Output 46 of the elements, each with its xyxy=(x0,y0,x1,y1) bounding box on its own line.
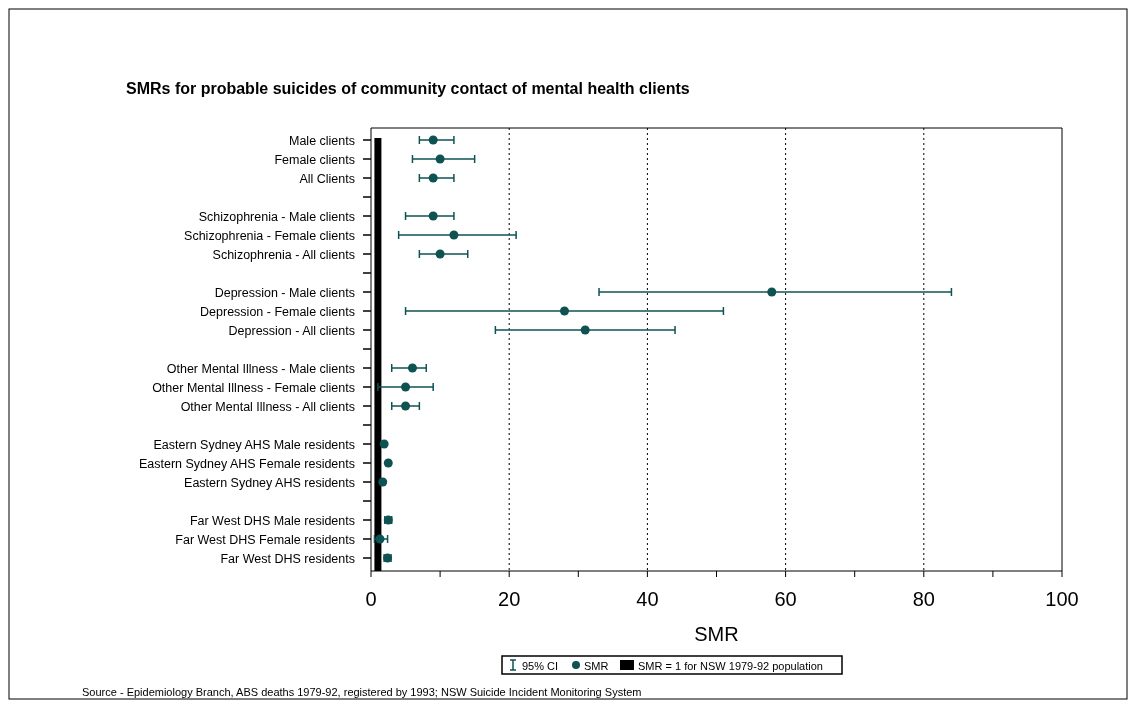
legend-label: SMR = 1 for NSW 1979-92 population xyxy=(638,659,823,672)
y-tick-label: Female clients xyxy=(274,152,355,167)
y-tick-label: Depression - All clients xyxy=(228,323,355,338)
y-tick-label: All Clients xyxy=(299,171,355,186)
y-tick-label: Far West DHS Male residents xyxy=(189,513,355,528)
legend-label: SMR xyxy=(584,659,609,672)
x-tick-label: 80 xyxy=(912,588,935,610)
point xyxy=(383,458,393,468)
y-tick-label: Other Mental Illness - All clients xyxy=(180,399,355,414)
point xyxy=(435,154,445,164)
point xyxy=(559,306,569,316)
chart-title: SMRs for probable suicides of community contact of mental health clients xyxy=(126,80,690,97)
source-note: Source - Epidemiology Branch, ABS deaths 1979-92, registered by 1993; NSW Suicide Incident Monitoring System xyxy=(82,686,642,698)
y-tick-label: Schizophrenia - Female clients xyxy=(184,228,355,243)
point xyxy=(767,287,777,297)
y-tick-label: Depression - Female clients xyxy=(200,304,355,319)
y-tick-label: Eastern Sydney AHS Female residents xyxy=(138,456,355,471)
x-tick-label: 0 xyxy=(365,588,377,610)
y-tick-label: Far West DHS residents xyxy=(220,551,355,566)
y-tick-label: Male clients xyxy=(289,133,355,148)
y-tick-label: Depression - Male clients xyxy=(214,285,355,300)
y-tick-label: Far West DHS Female residents xyxy=(175,532,355,547)
point xyxy=(401,401,411,411)
y-tick-label: Eastern Sydney AHS residents xyxy=(184,475,355,490)
point xyxy=(401,382,411,392)
point xyxy=(428,173,438,183)
point xyxy=(435,249,445,259)
point xyxy=(407,363,417,373)
point xyxy=(580,325,590,335)
x-tick-label: 60 xyxy=(774,588,797,610)
y-tick-label: Schizophrenia - All clients xyxy=(212,247,355,262)
point xyxy=(379,439,389,449)
y-tick-label: Schizophrenia - Male clients xyxy=(198,209,355,224)
x-tick-label: 100 xyxy=(1045,588,1079,610)
point xyxy=(375,534,385,544)
y-tick-label: Eastern Sydney AHS Male residents xyxy=(153,437,355,452)
point xyxy=(428,135,438,145)
point xyxy=(378,477,388,487)
text: 95% CI xyxy=(522,659,559,672)
x-tick-label: 40 xyxy=(636,588,659,610)
point xyxy=(428,211,438,221)
point xyxy=(449,230,459,240)
x-axis-title: SMR xyxy=(694,623,739,645)
x-tick-label: 20 xyxy=(498,588,521,610)
y-tick-label: Other Mental Illness - Male clients xyxy=(166,361,355,376)
y-tick-label: Other Mental Illness - Female clients xyxy=(152,380,355,395)
